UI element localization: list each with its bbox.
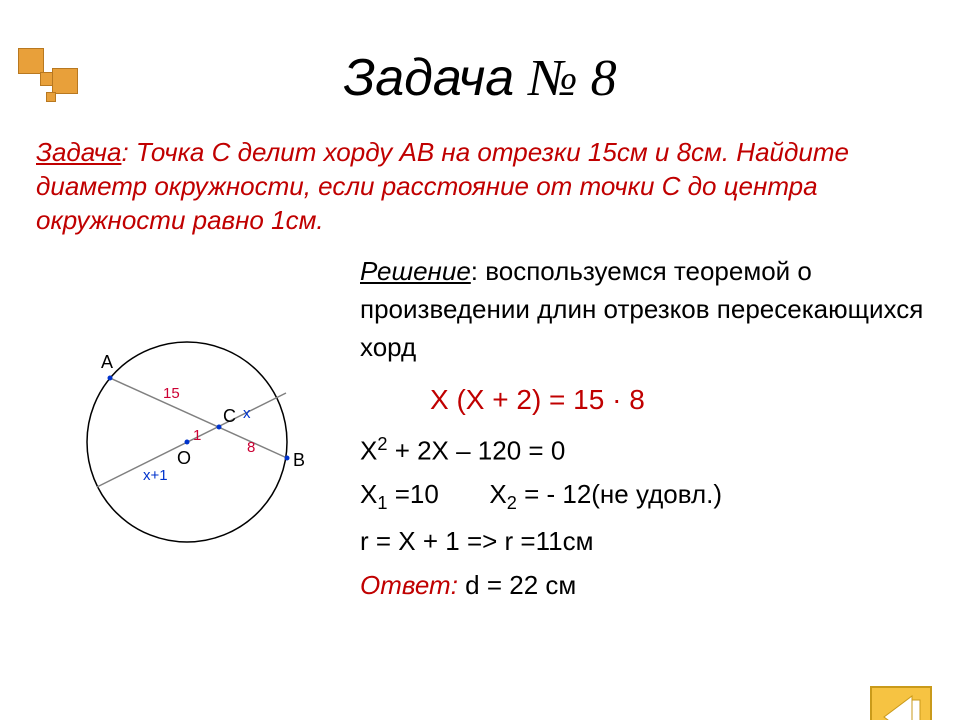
problem-text: Задача: Точка С делит хорду АВ на отрезк… — [36, 136, 924, 237]
deco-corner — [0, 48, 100, 108]
svg-text:В: В — [293, 450, 305, 470]
x2-val: = - 12(не удовл.) — [517, 479, 722, 509]
answer-label: Ответ: — [360, 570, 458, 600]
equation-radius: r = Х + 1 => r =11см — [360, 523, 924, 561]
svg-text:С: С — [223, 406, 236, 426]
problem-body: : Точка С делит хорду АВ на отрезки 15см… — [36, 137, 849, 235]
svg-text:О: О — [177, 448, 191, 468]
equation-quadratic: Х2 + 2Х – 120 = 0 — [360, 431, 924, 470]
back-icon[interactable] — [870, 686, 932, 720]
solution-block: Решение: воспользуемся теоремой о произв… — [360, 253, 960, 610]
x1-label: Х — [360, 479, 377, 509]
answer-value: d = 22 см — [458, 570, 576, 600]
page-title: Задача № 8 — [0, 48, 960, 108]
eq-quad-x: Х — [360, 436, 377, 466]
svg-text:8: 8 — [247, 439, 255, 456]
problem-heading: Задача — [36, 137, 121, 167]
svg-text:x: x — [243, 405, 251, 422]
title-num: 8 — [591, 50, 617, 107]
svg-text:А: А — [101, 352, 113, 372]
svg-text:15: 15 — [163, 385, 180, 402]
eq-quad-rest: + 2Х – 120 = 0 — [387, 436, 565, 466]
x1-val: =10 — [387, 479, 438, 509]
title-num-prefix: № — [529, 50, 591, 107]
x2-label: Х — [489, 479, 506, 509]
diagram: А В С О 15 8 1 x x+1 — [0, 253, 360, 610]
solution-intro: Решение: воспользуемся теоремой о произв… — [360, 253, 924, 366]
title-word: Задача — [343, 49, 514, 107]
svg-text:x+1: x+1 — [143, 467, 168, 484]
svg-text:1: 1 — [193, 427, 201, 444]
equation-roots: Х1 =10 Х2 = - 12(не удовл.) — [360, 476, 924, 517]
equation-main: Х (Х + 2) = 15 · 8 — [430, 380, 924, 421]
answer-line: Ответ: d = 22 см — [360, 567, 924, 605]
solution-heading: Решение — [360, 256, 471, 286]
